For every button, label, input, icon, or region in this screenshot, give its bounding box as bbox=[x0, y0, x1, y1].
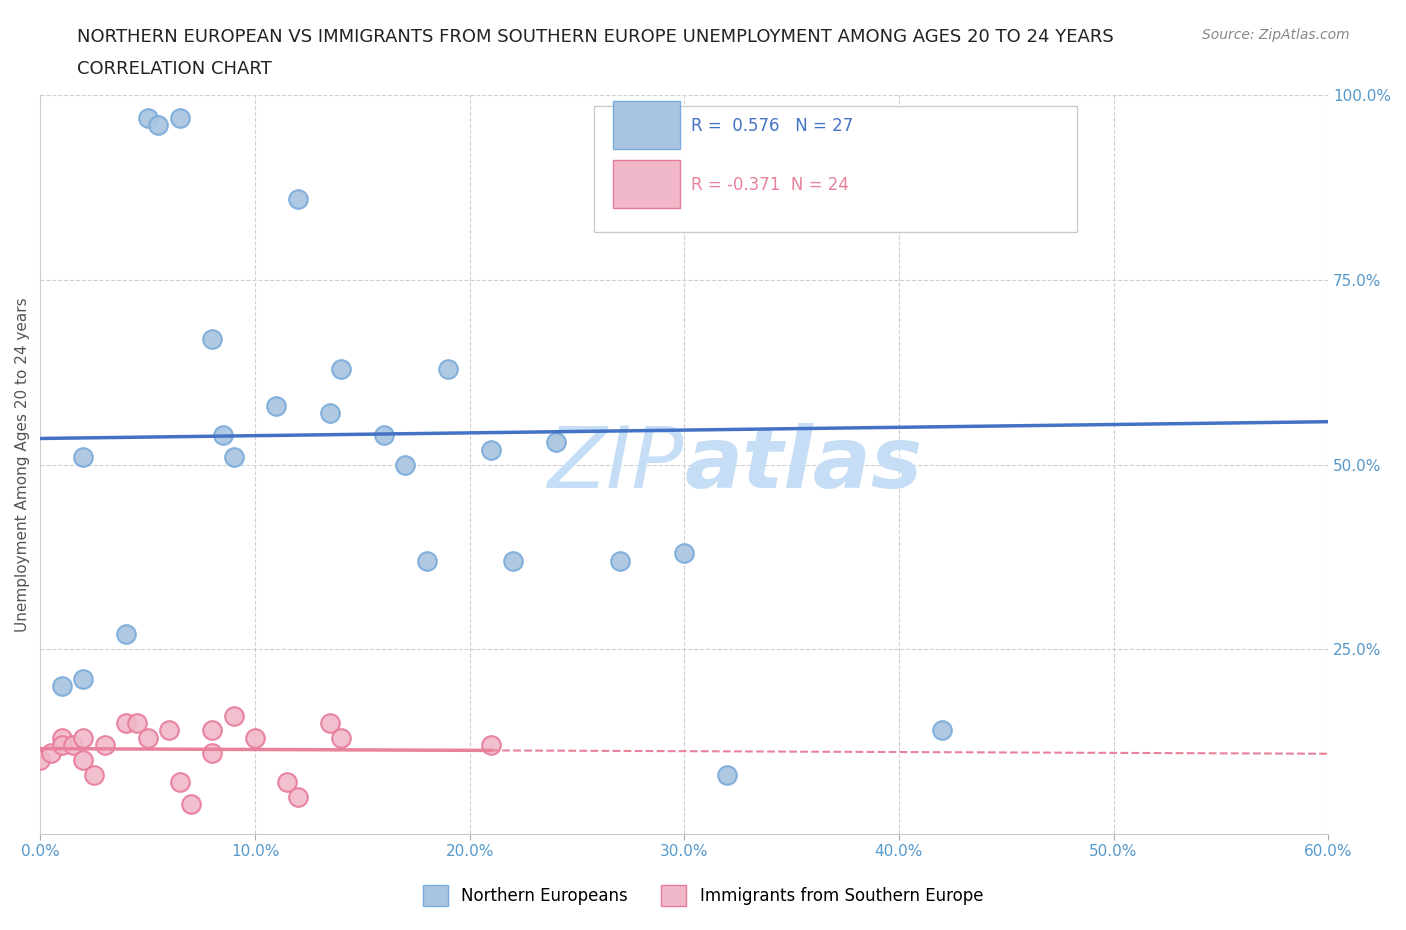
Point bbox=[62, 737, 84, 752]
Point bbox=[180, 797, 202, 812]
Point bbox=[211, 428, 233, 443]
Point bbox=[319, 715, 342, 730]
Text: R =  0.576   N = 27: R = 0.576 N = 27 bbox=[690, 117, 853, 136]
Point bbox=[373, 428, 395, 443]
Point bbox=[72, 671, 94, 686]
Point bbox=[148, 117, 170, 132]
Point bbox=[716, 767, 738, 782]
Y-axis label: Unemployment Among Ages 20 to 24 years: Unemployment Among Ages 20 to 24 years bbox=[15, 298, 30, 631]
Text: NORTHERN EUROPEAN VS IMMIGRANTS FROM SOUTHERN EUROPE UNEMPLOYMENT AMONG AGES 20 : NORTHERN EUROPEAN VS IMMIGRANTS FROM SOU… bbox=[77, 28, 1114, 46]
Point bbox=[136, 730, 159, 745]
Text: atlas: atlas bbox=[685, 423, 922, 506]
Point bbox=[287, 192, 309, 206]
Point bbox=[329, 730, 352, 745]
Point bbox=[479, 443, 502, 458]
Point bbox=[201, 332, 224, 347]
Point bbox=[243, 730, 266, 745]
Text: CORRELATION CHART: CORRELATION CHART bbox=[77, 60, 273, 78]
Point bbox=[72, 450, 94, 465]
Text: ZIP: ZIP bbox=[548, 423, 685, 506]
Point bbox=[72, 752, 94, 767]
Point bbox=[169, 775, 191, 790]
Point bbox=[39, 745, 62, 760]
Point bbox=[437, 361, 460, 376]
FancyBboxPatch shape bbox=[595, 106, 1077, 232]
Point bbox=[169, 110, 191, 125]
Point bbox=[609, 553, 631, 568]
Point bbox=[115, 715, 138, 730]
Point bbox=[201, 745, 224, 760]
Point bbox=[673, 546, 696, 561]
Point bbox=[51, 730, 73, 745]
Point bbox=[276, 775, 298, 790]
FancyBboxPatch shape bbox=[613, 101, 681, 150]
Point bbox=[266, 398, 288, 413]
Point bbox=[136, 110, 159, 125]
Point bbox=[416, 553, 439, 568]
Point bbox=[94, 737, 117, 752]
Point bbox=[931, 723, 953, 737]
Point bbox=[157, 723, 180, 737]
Point bbox=[201, 723, 224, 737]
Point bbox=[125, 715, 148, 730]
Point bbox=[319, 405, 342, 420]
Point bbox=[222, 450, 245, 465]
Point bbox=[115, 627, 138, 642]
Point bbox=[502, 553, 524, 568]
Point bbox=[329, 361, 352, 376]
Point bbox=[72, 730, 94, 745]
Point bbox=[544, 435, 567, 450]
Text: R = -0.371  N = 24: R = -0.371 N = 24 bbox=[690, 177, 849, 194]
Point bbox=[51, 737, 73, 752]
Point bbox=[222, 709, 245, 724]
Text: Source: ZipAtlas.com: Source: ZipAtlas.com bbox=[1202, 28, 1350, 42]
Point bbox=[83, 767, 105, 782]
Point bbox=[394, 458, 416, 472]
Legend: Northern Europeans, Immigrants from Southern Europe: Northern Europeans, Immigrants from Sout… bbox=[416, 879, 990, 912]
FancyBboxPatch shape bbox=[613, 160, 681, 208]
Point bbox=[479, 737, 502, 752]
Point bbox=[51, 679, 73, 694]
Point bbox=[287, 790, 309, 804]
Point bbox=[952, 154, 974, 169]
Point bbox=[30, 752, 52, 767]
